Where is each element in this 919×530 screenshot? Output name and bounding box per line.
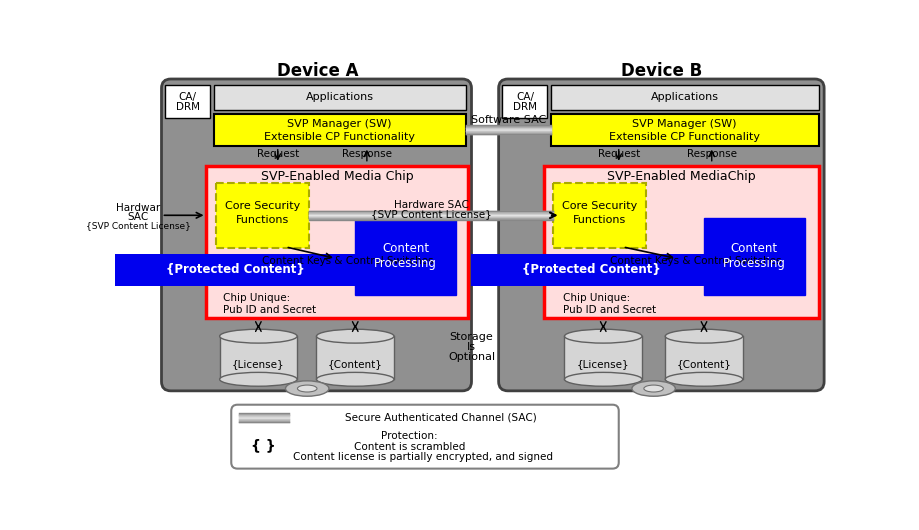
Bar [502, 85, 547, 118]
Text: Hardwar: Hardwar [116, 204, 160, 214]
Bar [214, 113, 466, 146]
Text: Chip Unique:: Chip Unique: [562, 294, 630, 304]
Bar [471, 254, 761, 286]
Text: Protection:: Protection: [380, 430, 437, 440]
Bar [543, 166, 818, 319]
Ellipse shape [297, 385, 317, 392]
Text: Content Keys & Control Switches: Content Keys & Control Switches [262, 257, 433, 267]
Text: Content is scrambled: Content is scrambled [354, 442, 465, 452]
Text: Storage: Storage [449, 332, 493, 342]
Bar [703, 218, 804, 295]
Text: Optional: Optional [448, 352, 494, 362]
Text: CA/: CA/ [516, 92, 533, 102]
Bar [355, 218, 456, 295]
Text: SVP Manager (SW): SVP Manager (SW) [287, 119, 391, 129]
Text: {License}: {License} [232, 359, 284, 369]
FancyBboxPatch shape [231, 405, 618, 469]
Ellipse shape [564, 373, 641, 386]
Text: Extensible CP Functionality: Extensible CP Functionality [608, 132, 759, 142]
Text: Applications: Applications [650, 92, 718, 102]
Text: DRM: DRM [513, 102, 537, 112]
Text: Device A: Device A [277, 63, 358, 81]
Text: {Content}: {Content} [675, 359, 731, 369]
Text: Content: Content [381, 242, 429, 255]
Ellipse shape [631, 381, 675, 396]
Text: { }: { } [251, 438, 276, 453]
Ellipse shape [220, 373, 297, 386]
Bar [550, 113, 818, 146]
Text: Secure Authenticated Channel (SAC): Secure Authenticated Channel (SAC) [345, 413, 536, 423]
Ellipse shape [564, 329, 641, 343]
Bar [552, 183, 645, 249]
Text: SVP Manager (SW): SVP Manager (SW) [631, 119, 736, 129]
Ellipse shape [316, 373, 393, 386]
Ellipse shape [220, 329, 297, 343]
Text: Extensible CP Functionality: Extensible CP Functionality [264, 132, 414, 142]
Text: {Protected Content}: {Protected Content} [165, 263, 304, 277]
Polygon shape [413, 244, 456, 296]
Bar [115, 254, 413, 286]
Bar [165, 85, 210, 118]
Text: SVP-Enabled Media Chip: SVP-Enabled Media Chip [261, 170, 414, 182]
Text: Is: Is [467, 342, 475, 352]
Text: Processing: Processing [374, 257, 437, 270]
Text: Response: Response [342, 149, 391, 160]
Text: Content Keys & Control Switches: Content Keys & Control Switches [610, 257, 781, 267]
Bar [664, 336, 742, 379]
Text: Request: Request [256, 149, 299, 160]
Text: {License}: {License} [576, 359, 629, 369]
Bar [564, 336, 641, 379]
Bar [214, 85, 466, 110]
Text: Hardware SAC: Hardware SAC [393, 199, 468, 209]
Ellipse shape [285, 381, 329, 396]
Text: Content: Content [730, 242, 777, 255]
Text: Applications: Applications [305, 92, 373, 102]
Text: Core Security: Core Security [562, 201, 636, 211]
Bar [216, 183, 309, 249]
Bar [206, 166, 468, 319]
Text: SAC: SAC [128, 212, 149, 222]
Text: Functions: Functions [573, 215, 625, 225]
Polygon shape [761, 244, 804, 296]
Text: Request: Request [597, 149, 640, 160]
Ellipse shape [316, 329, 393, 343]
Ellipse shape [643, 385, 663, 392]
Text: DRM: DRM [176, 102, 199, 112]
Text: Core Security: Core Security [224, 201, 300, 211]
Bar [316, 336, 393, 379]
Text: {SVP Content License}: {SVP Content License} [85, 221, 190, 230]
FancyBboxPatch shape [162, 79, 471, 391]
Text: Chip Unique:: Chip Unique: [223, 294, 290, 304]
Text: Functions: Functions [235, 215, 289, 225]
Text: {Content}: {Content} [327, 359, 382, 369]
Text: Content license is partially encrypted, and signed: Content license is partially encrypted, … [293, 452, 553, 462]
Ellipse shape [664, 373, 742, 386]
FancyBboxPatch shape [498, 79, 823, 391]
Text: Pub ID and Secret: Pub ID and Secret [562, 305, 655, 315]
Text: Processing: Processing [722, 257, 785, 270]
Text: {SVP Content License}: {SVP Content License} [370, 209, 491, 219]
Text: {Protected Content}: {Protected Content} [522, 263, 660, 277]
Text: Software SAC: Software SAC [471, 115, 546, 125]
Text: Response: Response [686, 149, 736, 160]
Text: Device B: Device B [620, 63, 701, 81]
Bar [220, 336, 297, 379]
Text: SVP-Enabled MediaChip: SVP-Enabled MediaChip [607, 170, 754, 182]
Text: CA/: CA/ [178, 92, 197, 102]
Bar [550, 85, 818, 110]
Ellipse shape [664, 329, 742, 343]
Text: Pub ID and Secret: Pub ID and Secret [223, 305, 316, 315]
